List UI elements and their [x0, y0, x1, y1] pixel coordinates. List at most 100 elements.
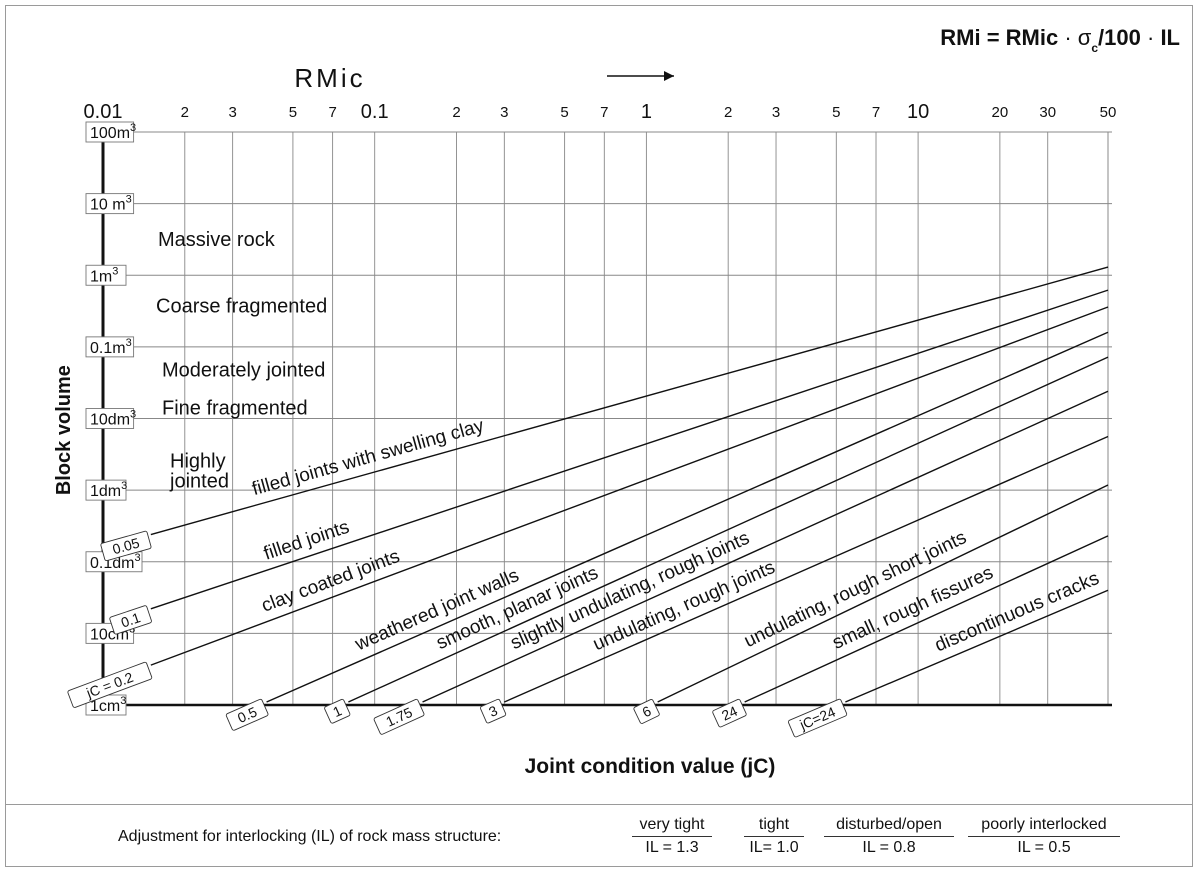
- il-value: IL= 1.0: [744, 836, 804, 857]
- series-tag-box: [109, 605, 152, 635]
- figure-frame: [5, 5, 1193, 867]
- series-tag-box: [712, 698, 747, 728]
- il-value: IL = 0.8: [824, 836, 954, 857]
- y-tick-unit: 3: [121, 480, 127, 492]
- series-line: [845, 589, 1109, 703]
- x-tick-label: 5: [560, 104, 568, 121]
- series-tag-box: [225, 698, 269, 731]
- il-value: IL = 0.5: [968, 836, 1120, 857]
- series-tag: 0.05: [100, 530, 152, 562]
- x-tick-label: 20: [992, 104, 1009, 121]
- y-tick-label: 0.1m3: [85, 336, 135, 358]
- series-tag-text: 24: [719, 703, 740, 724]
- x-tick-label: 7: [600, 104, 608, 121]
- x-tick-label: 3: [772, 104, 780, 121]
- series-tag-text: 0.1: [119, 609, 143, 630]
- formula-part: σ: [1078, 25, 1092, 50]
- il-column-tight: tight IL= 1.0: [744, 816, 804, 857]
- series-tag-box: [480, 698, 507, 724]
- series-tag-box: [373, 698, 425, 735]
- zone-label: jointed: [169, 470, 229, 492]
- series-tag-text: 0.5: [235, 703, 259, 726]
- series-line: [657, 484, 1109, 703]
- y-tick-label: 100m3: [85, 121, 136, 143]
- y-tick-unit: 3: [112, 265, 118, 277]
- series-label: filled joints with swelling clay: [250, 415, 487, 500]
- series-line: [150, 266, 1109, 536]
- x-tick-label: 0.1: [361, 101, 389, 123]
- y-tick-unit: 3: [126, 194, 132, 206]
- x-tick-label: 7: [328, 104, 336, 121]
- x-tick-label: 2: [724, 104, 732, 121]
- joint-condition-label: Joint condition value (jC): [525, 755, 776, 778]
- formula-part: ·: [1141, 25, 1161, 50]
- interlocking-row: Adjustment for interlocking (IL) of rock…: [0, 816, 1199, 864]
- series-tag-text: jC=24: [797, 703, 838, 733]
- footer-separator: [5, 804, 1193, 805]
- y-tick-text: 1cm3: [90, 695, 126, 715]
- x-tick-label: 7: [872, 104, 880, 121]
- interlocking-caption: Adjustment for interlocking (IL) of rock…: [118, 828, 502, 845]
- x-tick-label: 2: [181, 104, 189, 121]
- formula-part: /100: [1098, 25, 1141, 50]
- series-line: [744, 535, 1109, 703]
- y-tick-text: 1dm3: [90, 480, 127, 500]
- series-tag: 0.1: [109, 605, 152, 635]
- series-line: [422, 390, 1109, 703]
- y-tick-box: [85, 121, 135, 143]
- rmi-nomogram: 0.01 0.1 1 10 2 3 5 7 2 3 5 7 2 3 5 7 20 30 50 RMic RMi = RM…: [53, 25, 1180, 778]
- y-tick-unit: 3: [129, 623, 135, 635]
- zone-label: Highly: [170, 450, 226, 472]
- il-name: tight: [758, 816, 790, 833]
- series-tag-box: [787, 698, 848, 738]
- series-tag-box: [67, 661, 153, 708]
- y-tick-box: [85, 193, 135, 215]
- series-tag: 3: [480, 698, 507, 724]
- series-tag-box: [324, 698, 351, 724]
- formula-part: c: [1091, 41, 1098, 55]
- arrow-right-icon: [664, 71, 674, 81]
- x-tick-label: 2: [452, 104, 460, 121]
- y-tick-text: 0.1m3: [90, 337, 132, 357]
- series-tag: 24: [712, 698, 747, 728]
- y-tick-unit: 3: [130, 409, 136, 421]
- y-tick-box: [85, 336, 135, 358]
- y-tick-unit: 3: [120, 695, 126, 707]
- il-value: IL = 1.3: [632, 836, 712, 857]
- x-tick-label: 10: [907, 101, 929, 123]
- zone-label: Massive rock: [158, 229, 276, 251]
- y-tick-box: [85, 479, 127, 501]
- x-tick-label: 50: [1100, 104, 1117, 121]
- series-line: [504, 435, 1109, 703]
- formula-part: ·: [1058, 25, 1078, 50]
- series-tag: 6: [633, 699, 660, 724]
- series-tag: 1: [324, 698, 351, 724]
- il-name: disturbed/open: [836, 816, 942, 833]
- series-tag: 0.5: [225, 698, 269, 731]
- y-tick-box: [85, 408, 135, 429]
- zone-label: Fine fragmented: [162, 398, 308, 420]
- y-tick-unit: 3: [134, 552, 140, 564]
- formula-part: IL: [1160, 25, 1180, 50]
- series-tag-box: [100, 530, 152, 562]
- formula-part: RMi = RMic: [940, 25, 1058, 50]
- y-tick-label: 10 m3: [85, 193, 135, 215]
- y-tick-label: 1m3: [85, 264, 127, 286]
- il-name: poorly interlocked: [981, 816, 1107, 833]
- il-column-very-tight: very tight IL = 1.3: [632, 816, 712, 857]
- series-tag-text: 0.05: [111, 534, 142, 557]
- series-line: [150, 289, 1109, 610]
- x-tick-label: 30: [1039, 104, 1056, 121]
- x-tick-label: 3: [228, 104, 236, 121]
- y-axis-label: Block volume: [53, 365, 75, 495]
- y-tick-text: 10dm3: [90, 409, 136, 429]
- series-tag-box: [633, 699, 660, 724]
- x-tick-label: 0.01: [84, 101, 123, 123]
- zone-label: Moderately jointed: [162, 360, 325, 382]
- il-name: very tight: [639, 816, 705, 833]
- x-tick-label: 1: [641, 101, 652, 123]
- zone-label: Coarse fragmented: [156, 295, 327, 317]
- y-tick-label: 1dm3: [85, 479, 127, 501]
- y-tick-label: 0.1dm3: [85, 551, 143, 573]
- y-tick-text: 100m3: [90, 122, 136, 142]
